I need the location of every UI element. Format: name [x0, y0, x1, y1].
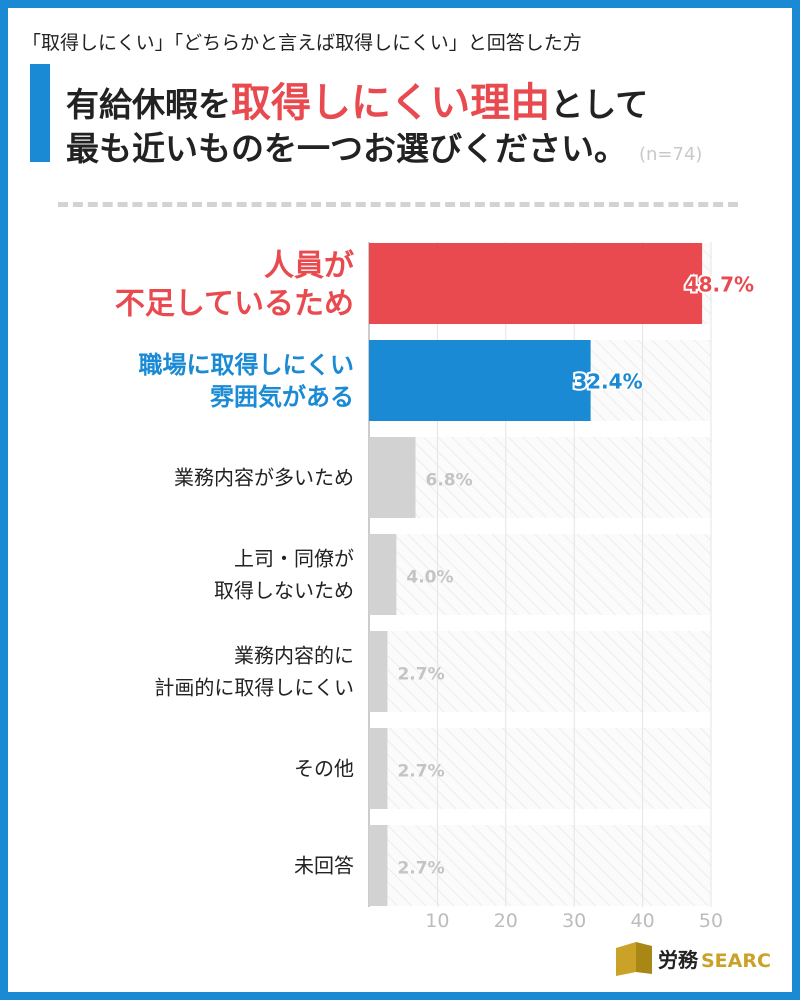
x-tick-label: 10 — [425, 910, 449, 932]
bar — [369, 631, 388, 712]
title-line-2: 最も近いものを一つお選びください。 (n=74) — [66, 122, 702, 170]
row-background — [369, 728, 711, 809]
title-accent: 取得しにくい理由 — [231, 80, 551, 126]
value-label: 6.8% — [426, 471, 473, 491]
value-label: 4.0% — [406, 568, 453, 588]
category-label: 職場に取得しにくい — [138, 351, 354, 379]
value-label: 48.7% — [685, 273, 754, 297]
bar — [369, 340, 591, 421]
dashed-divider — [58, 202, 738, 207]
bar — [369, 437, 416, 518]
category-label: 計画的に取得しにくい — [154, 676, 354, 700]
bar — [369, 825, 388, 906]
value-label: 2.7% — [397, 762, 444, 782]
row-background — [369, 437, 711, 518]
bar — [369, 728, 388, 809]
brand-logo: 労務 SEARCH — [616, 942, 772, 976]
brand-book-icon — [616, 942, 636, 976]
value-label: 2.7% — [397, 859, 444, 879]
sample-size: (n=74) — [639, 144, 703, 165]
x-tick-label: 30 — [562, 910, 586, 932]
title-line2-text: 最も近いものを一つお選びください。 — [66, 129, 627, 168]
brand-name-jp: 労務 — [658, 948, 699, 972]
category-label: 業務内容が多いため — [174, 466, 354, 490]
value-label: 2.7% — [397, 665, 444, 685]
x-tick-label: 50 — [699, 910, 723, 932]
category-label: 上司・同僚が — [234, 547, 354, 571]
subheading: 「取得しにくい」「どちらかと言えば取得しにくい」と回答した方 — [22, 32, 582, 54]
title-part2: として — [550, 85, 649, 124]
row-background — [369, 631, 711, 712]
category-label: 不足しているため — [115, 286, 354, 321]
bar — [369, 243, 703, 324]
category-label: 雰囲気がある — [210, 383, 354, 411]
row-background — [369, 534, 711, 615]
title-accent-bar — [30, 64, 50, 162]
category-label: 未回答 — [294, 854, 354, 878]
category-label: 業務内容的に — [234, 644, 354, 668]
brand-book-spine — [636, 942, 652, 974]
x-tick-label: 40 — [631, 910, 655, 932]
category-label: その他 — [294, 757, 354, 781]
brand-name-en: SEARCH — [701, 950, 772, 972]
row-background — [369, 825, 711, 906]
category-label: 取得しないため — [214, 579, 354, 603]
title-part1: 有給休暇を — [66, 85, 231, 124]
title-line-1: 有給休暇を取得しにくい理由として — [66, 70, 648, 128]
x-tick-label: 20 — [494, 910, 518, 932]
category-label: 人員が — [264, 248, 354, 283]
value-label: 32.4% — [573, 370, 642, 394]
bar — [369, 534, 397, 615]
